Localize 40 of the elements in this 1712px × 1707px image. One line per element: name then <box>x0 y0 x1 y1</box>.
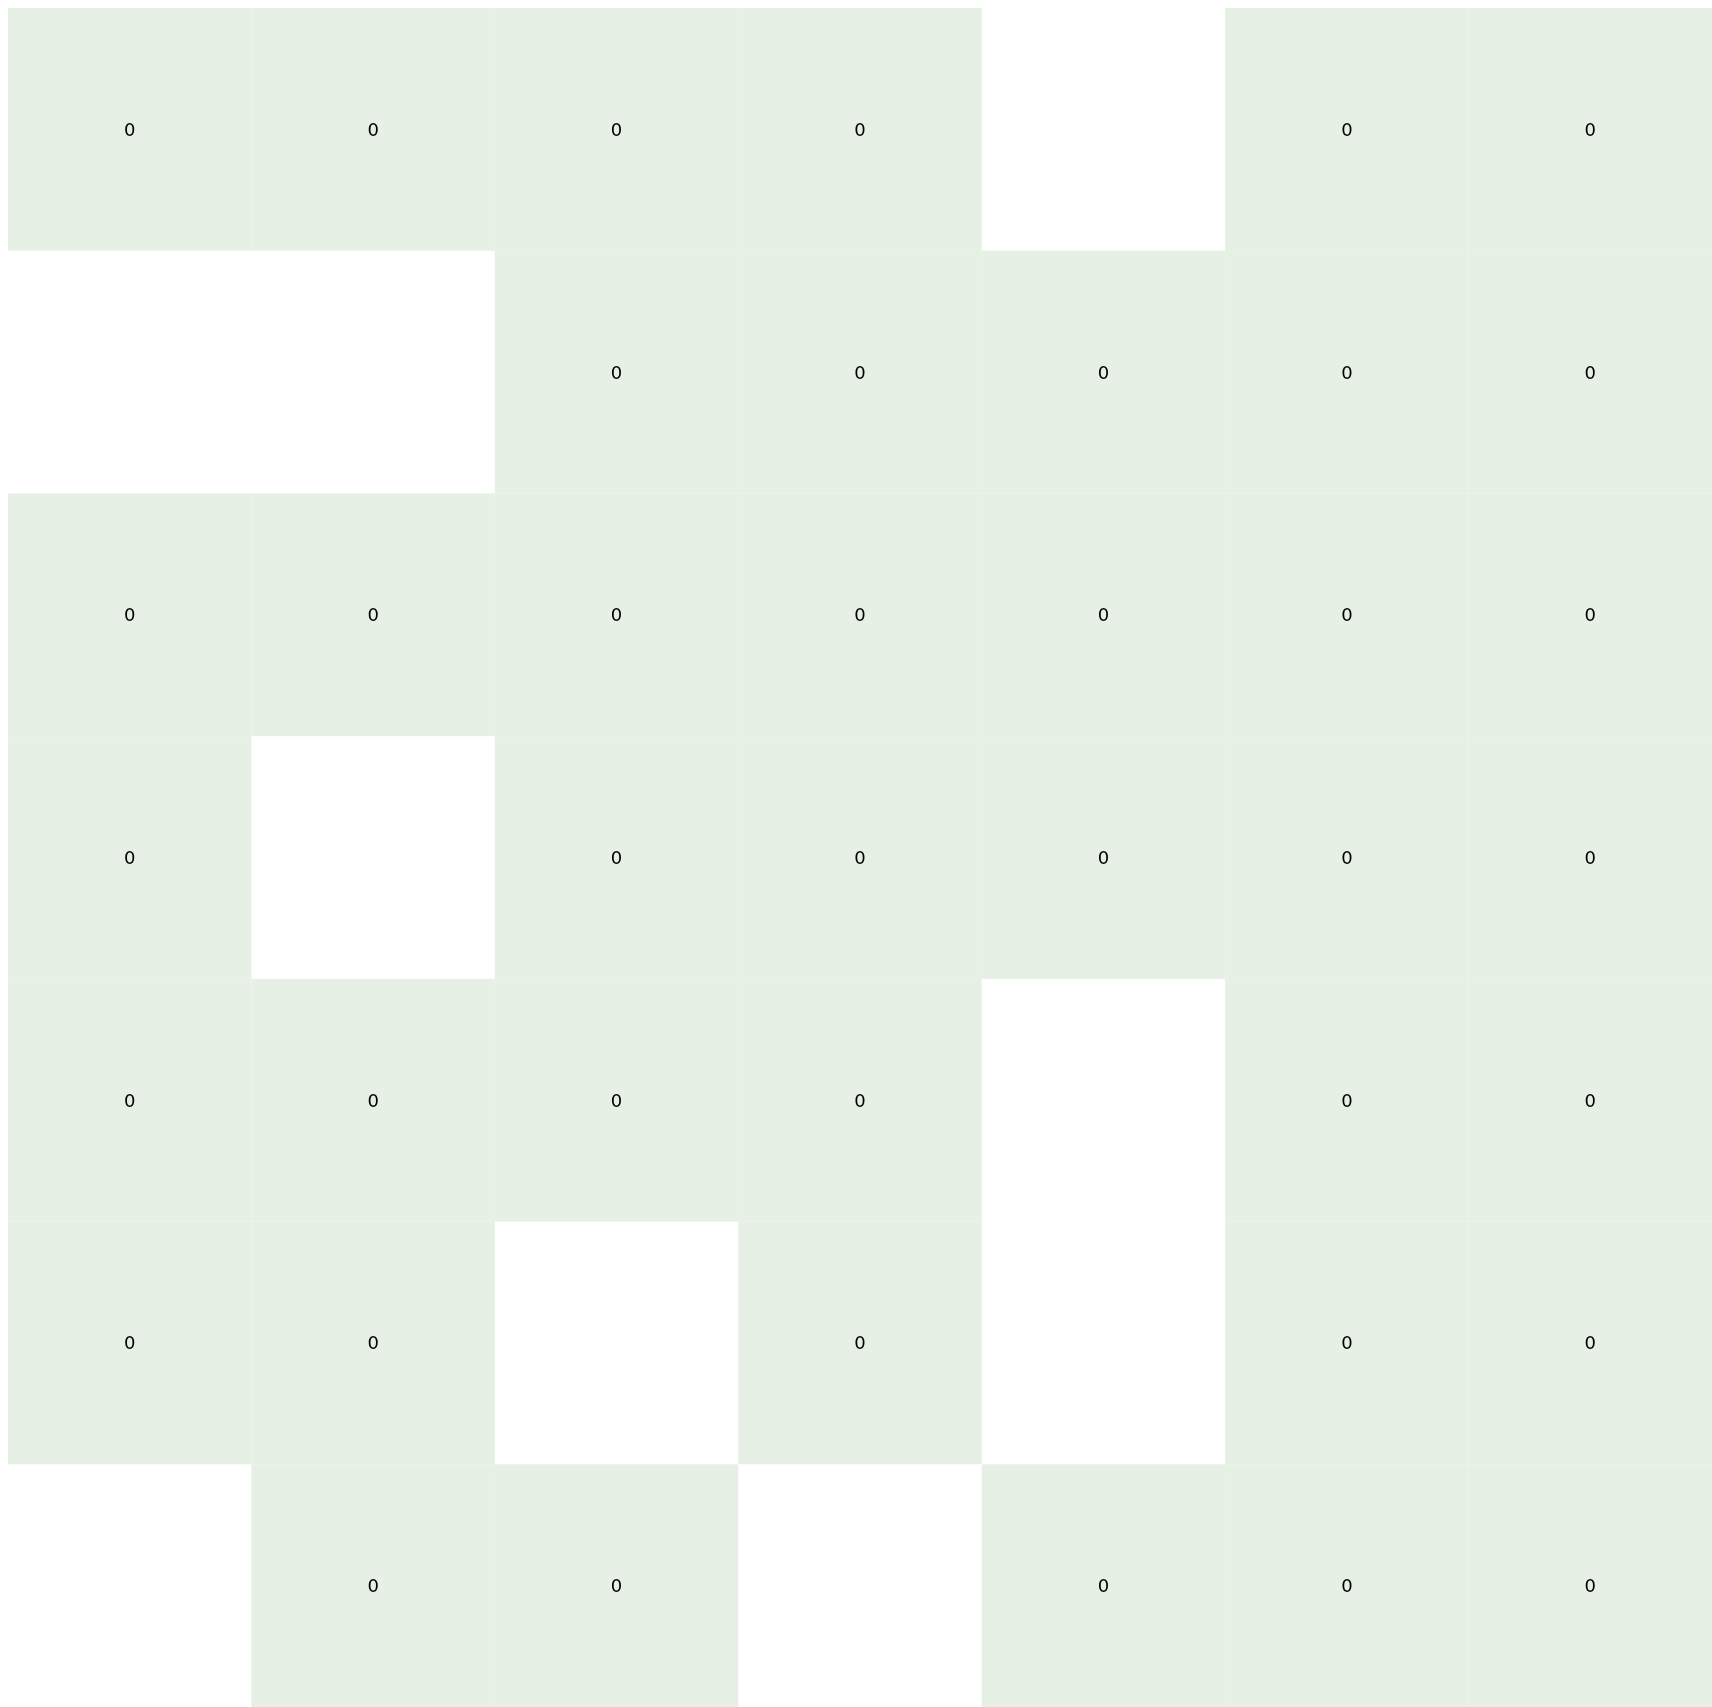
data-label: 0 <box>123 604 136 626</box>
data-label: 0 <box>1341 118 1353 140</box>
data-label: 0 <box>1341 847 1353 868</box>
data-label: 0 <box>610 604 623 626</box>
data-label: 0 <box>1097 1575 1110 1597</box>
data-label: 0 <box>1341 1089 1353 1111</box>
data-label: 0 <box>854 1089 866 1111</box>
data-label: 0 <box>854 847 866 868</box>
data-label: 0 <box>123 118 136 140</box>
data-label: 0 <box>123 1089 136 1111</box>
data-label: 0 <box>123 1332 136 1354</box>
data-label: 0 <box>367 1575 379 1597</box>
data-label: 0 <box>854 1332 866 1354</box>
data-label: 0 <box>1584 1089 1597 1111</box>
data-label: 0 <box>1584 1575 1597 1597</box>
data-label: 0 <box>1097 604 1110 626</box>
data-label: 0 <box>854 118 866 140</box>
data-label: 0 <box>1097 361 1110 383</box>
data-label: 0 <box>610 1575 623 1597</box>
data-label: 0 <box>610 118 623 140</box>
data-label: 0 <box>1341 604 1353 626</box>
data-label: 0 <box>1341 1332 1353 1354</box>
data-label: 0 <box>367 1332 379 1354</box>
data-label: 0 <box>1097 847 1110 868</box>
data-label: 0 <box>1584 118 1597 140</box>
data-label: 0 <box>1584 604 1597 626</box>
data-label: 0 <box>854 361 866 383</box>
data-label: 0 <box>367 118 379 140</box>
data-label: 0 <box>1341 361 1353 383</box>
data-label: 0 <box>1584 361 1597 383</box>
data-label: 0 <box>1584 1332 1597 1354</box>
data-label: 0 <box>610 847 623 868</box>
data-label: 0 <box>854 604 866 626</box>
data-label: 0 <box>367 604 379 626</box>
data-label: 0 <box>123 847 136 868</box>
data-label: 0 <box>367 1089 379 1111</box>
data-label: 0 <box>1584 847 1597 868</box>
data-label: 0 <box>610 1089 623 1111</box>
data-label: 0 <box>1341 1575 1353 1597</box>
data-label: 0 <box>610 361 623 383</box>
